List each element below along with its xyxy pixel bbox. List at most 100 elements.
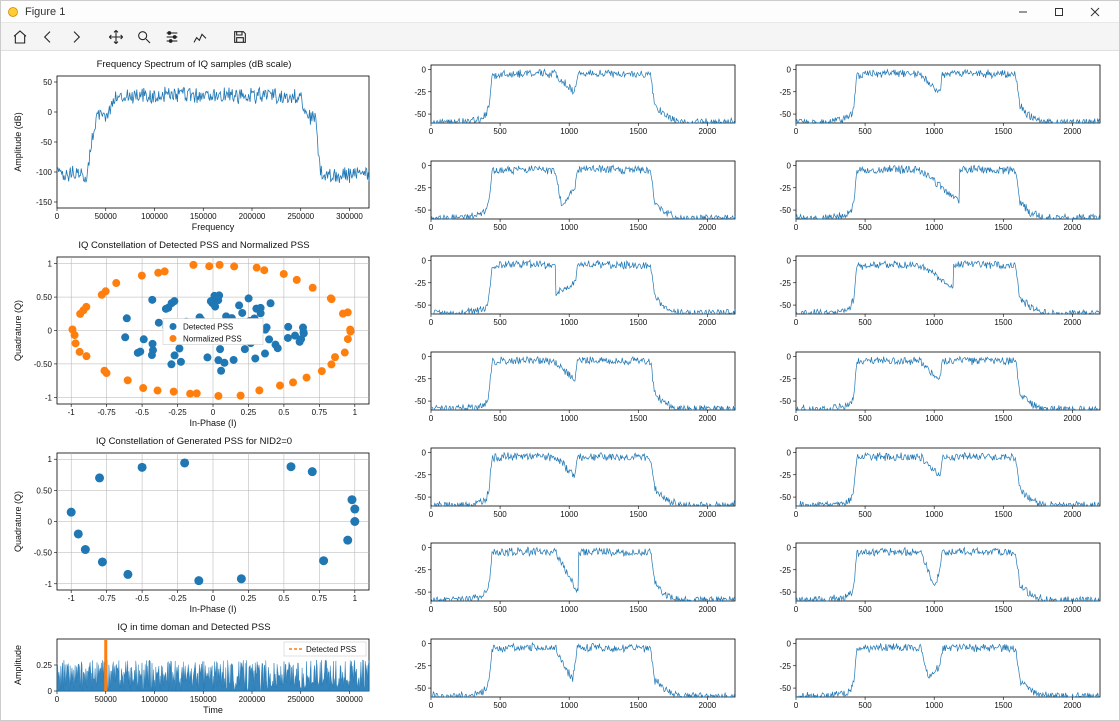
zoom-icon[interactable] bbox=[133, 26, 155, 48]
svg-text:-0.25: -0.25 bbox=[168, 594, 187, 603]
svg-text:2000: 2000 bbox=[1063, 127, 1081, 136]
svg-text:0: 0 bbox=[48, 518, 53, 527]
pan-icon[interactable] bbox=[105, 26, 127, 48]
svg-text:500: 500 bbox=[858, 127, 872, 136]
svg-text:-0.5: -0.5 bbox=[135, 594, 149, 603]
svg-text:1000: 1000 bbox=[925, 318, 943, 327]
svg-text:-50: -50 bbox=[779, 110, 791, 119]
svg-text:1500: 1500 bbox=[629, 223, 647, 232]
svg-text:Quadrature (Q): Quadrature (Q) bbox=[13, 300, 23, 361]
svg-text:2000: 2000 bbox=[1063, 605, 1081, 614]
close-button[interactable] bbox=[1077, 3, 1113, 21]
svg-text:0: 0 bbox=[794, 223, 799, 232]
svg-text:500: 500 bbox=[858, 414, 872, 423]
right-spectrum-5: 0500100015002000-50-250 bbox=[758, 537, 1109, 619]
svg-text:1500: 1500 bbox=[994, 510, 1012, 519]
constellation1-plot: IQ Constellation of Detected PSS and Nor… bbox=[9, 240, 379, 428]
svg-text:-25: -25 bbox=[414, 279, 426, 288]
svg-text:100000: 100000 bbox=[141, 212, 168, 221]
svg-text:In-Phase (I): In-Phase (I) bbox=[189, 418, 236, 428]
back-icon[interactable] bbox=[37, 26, 59, 48]
window-buttons bbox=[1005, 3, 1113, 21]
svg-text:-25: -25 bbox=[414, 88, 426, 97]
svg-text:1000: 1000 bbox=[925, 701, 943, 710]
svg-text:1000: 1000 bbox=[560, 605, 578, 614]
maximize-button[interactable] bbox=[1041, 3, 1077, 21]
svg-text:1000: 1000 bbox=[560, 701, 578, 710]
svg-text:250000: 250000 bbox=[287, 212, 314, 221]
svg-text:0.25: 0.25 bbox=[36, 661, 52, 670]
svg-text:1500: 1500 bbox=[994, 605, 1012, 614]
svg-text:-0.25: -0.25 bbox=[168, 408, 187, 417]
svg-text:-25: -25 bbox=[414, 662, 426, 671]
svg-text:0: 0 bbox=[787, 161, 792, 170]
svg-text:1: 1 bbox=[48, 260, 53, 269]
svg-text:1000: 1000 bbox=[925, 414, 943, 423]
svg-text:500: 500 bbox=[858, 223, 872, 232]
minimize-button[interactable] bbox=[1005, 3, 1041, 21]
save-icon[interactable] bbox=[229, 26, 251, 48]
svg-text:0: 0 bbox=[787, 257, 792, 266]
svg-text:1000: 1000 bbox=[560, 127, 578, 136]
svg-text:-50: -50 bbox=[414, 588, 426, 597]
plot-title: Frequency Spectrum of IQ samples (dB sca… bbox=[9, 59, 379, 70]
svg-text:1000: 1000 bbox=[560, 414, 578, 423]
svg-text:0.50: 0.50 bbox=[36, 486, 52, 495]
svg-text:-25: -25 bbox=[779, 88, 791, 97]
svg-text:-1: -1 bbox=[68, 408, 76, 417]
plot-title: IQ in time doman and Detected PSS bbox=[9, 622, 379, 633]
svg-text:0: 0 bbox=[794, 127, 799, 136]
svg-text:Amplitude: Amplitude bbox=[13, 645, 23, 685]
svg-text:500: 500 bbox=[858, 510, 872, 519]
svg-text:1: 1 bbox=[353, 594, 358, 603]
svg-text:2000: 2000 bbox=[698, 510, 716, 519]
svg-text:-50: -50 bbox=[779, 684, 791, 693]
svg-text:150000: 150000 bbox=[190, 212, 217, 221]
svg-text:-25: -25 bbox=[414, 470, 426, 479]
svg-text:0.5: 0.5 bbox=[278, 408, 290, 417]
svg-text:0: 0 bbox=[422, 448, 427, 457]
svg-text:0: 0 bbox=[794, 701, 799, 710]
svg-text:-0.50: -0.50 bbox=[34, 549, 53, 558]
svg-text:2000: 2000 bbox=[698, 605, 716, 614]
svg-text:In-Phase (I): In-Phase (I) bbox=[189, 604, 236, 614]
edit-icon[interactable] bbox=[189, 26, 211, 48]
svg-text:500: 500 bbox=[493, 510, 507, 519]
svg-text:0: 0 bbox=[429, 318, 434, 327]
home-icon[interactable] bbox=[9, 26, 31, 48]
svg-text:1500: 1500 bbox=[629, 414, 647, 423]
svg-text:-25: -25 bbox=[414, 375, 426, 384]
svg-text:500: 500 bbox=[493, 605, 507, 614]
svg-text:-50: -50 bbox=[779, 301, 791, 310]
svg-text:50000: 50000 bbox=[95, 212, 118, 221]
svg-text:500: 500 bbox=[858, 605, 872, 614]
svg-text:-25: -25 bbox=[414, 566, 426, 575]
svg-text:2000: 2000 bbox=[698, 223, 716, 232]
svg-text:-50: -50 bbox=[779, 397, 791, 406]
svg-text:0: 0 bbox=[787, 448, 792, 457]
svg-text:1000: 1000 bbox=[925, 510, 943, 519]
svg-text:-50: -50 bbox=[414, 493, 426, 502]
svg-text:1000: 1000 bbox=[560, 223, 578, 232]
svg-text:-50: -50 bbox=[414, 206, 426, 215]
svg-text:1000: 1000 bbox=[560, 318, 578, 327]
svg-text:1500: 1500 bbox=[994, 223, 1012, 232]
svg-text:Detected PSS: Detected PSS bbox=[183, 323, 233, 332]
svg-text:100000: 100000 bbox=[141, 695, 168, 704]
svg-text:500: 500 bbox=[493, 318, 507, 327]
svg-text:0: 0 bbox=[422, 352, 427, 361]
svg-text:Normalized PSS: Normalized PSS bbox=[183, 335, 242, 344]
mid-spectrum-2: 0500100015002000-50-250 bbox=[393, 250, 744, 332]
mid-spectrum-6: 0500100015002000-50-250 bbox=[393, 633, 744, 715]
svg-text:0: 0 bbox=[429, 605, 434, 614]
svg-text:0: 0 bbox=[422, 544, 427, 553]
svg-text:2000: 2000 bbox=[1063, 510, 1081, 519]
svg-text:0.75: 0.75 bbox=[312, 594, 328, 603]
right-spectrum-3: 0500100015002000-50-250 bbox=[758, 346, 1109, 428]
svg-text:500: 500 bbox=[493, 414, 507, 423]
svg-text:-50: -50 bbox=[414, 301, 426, 310]
right-spectrum-1: 0500100015002000-50-250 bbox=[758, 155, 1109, 237]
app-window: Figure 1 Frequency Spectrum of IQ sample… bbox=[0, 0, 1120, 721]
forward-icon[interactable] bbox=[65, 26, 87, 48]
configure-icon[interactable] bbox=[161, 26, 183, 48]
